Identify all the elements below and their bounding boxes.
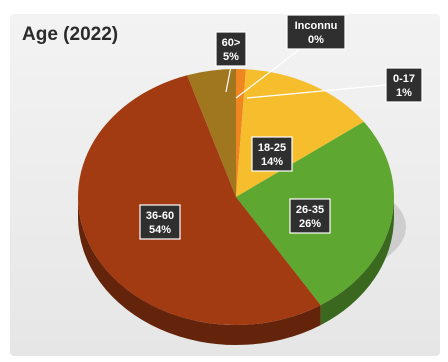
data-label-category-60: 60> <box>222 37 241 49</box>
data-label-category-18-25: 18-25 <box>258 142 286 154</box>
leader-line-0-17 <box>246 84 387 99</box>
leader-line-60 <box>225 65 232 93</box>
data-label-category-36-60: 36-60 <box>146 210 174 222</box>
data-label-category-inconnu: Inconnu <box>295 20 338 32</box>
pie-slice-36-60 <box>78 75 321 325</box>
data-label-value-26-35: 26% <box>299 218 321 230</box>
data-label-value-18-25: 14% <box>261 156 283 168</box>
data-label-value-inconnu: 0% <box>308 34 324 46</box>
pie-slice-0-17 <box>236 69 246 197</box>
data-label-category-26-35: 26-35 <box>296 204 324 216</box>
data-label-category-0-17: 0-17 <box>393 73 415 85</box>
data-label-box-26-35 <box>289 198 331 234</box>
data-label-value-60: 5% <box>223 51 239 63</box>
data-label-value-0-17: 1% <box>396 87 412 99</box>
data-label-value-36-60: 54% <box>149 224 171 236</box>
leader-line-inconnu <box>235 48 301 99</box>
data-label-box-60 <box>215 31 247 67</box>
data-label-box-18-25 <box>251 136 293 172</box>
data-label-box-0-17 <box>385 67 423 103</box>
chart-title: Age (2022) <box>22 24 119 45</box>
pie-slice-60 <box>187 69 236 197</box>
data-label-box-36-60 <box>139 204 181 240</box>
pie-side-26-35 <box>320 197 394 326</box>
pie-side-36-60 <box>78 197 321 346</box>
data-label-box-inconnu <box>286 14 346 50</box>
